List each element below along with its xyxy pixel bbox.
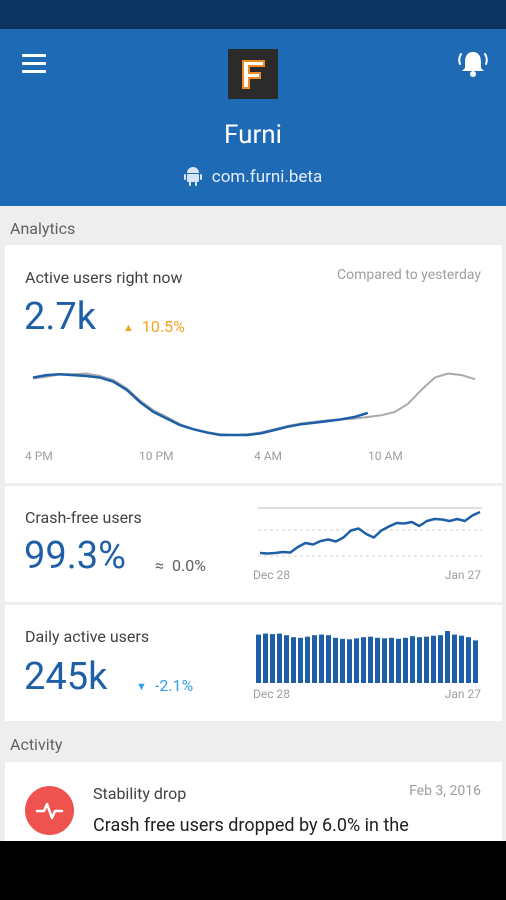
active-users-chart	[32, 372, 476, 437]
daily-active-start-label: Dec 28	[253, 687, 290, 701]
dau-bar	[438, 635, 443, 683]
dau-bar	[396, 638, 401, 683]
daily-active-value: 245k	[24, 655, 108, 699]
dau-bar	[424, 636, 429, 683]
dau-bar	[305, 636, 310, 683]
activity-title: Stability drop	[93, 784, 187, 803]
approx-icon: ≈	[155, 556, 165, 575]
active-users-change: ▲ 10.5%	[123, 317, 185, 336]
dau-bar	[284, 635, 289, 683]
heartbeat-icon	[35, 802, 64, 820]
dau-bar	[340, 638, 345, 683]
dau-bar	[466, 637, 471, 683]
dau-bar	[333, 637, 338, 683]
dau-bar	[256, 634, 261, 683]
active-users-change-text: 10.5%	[141, 317, 185, 336]
dau-bar	[459, 635, 464, 683]
dau-bar	[382, 638, 387, 683]
daily-active-change: ▼ -2.1%	[136, 676, 193, 695]
dau-bar	[312, 635, 317, 683]
daily-active-card[interactable]: Daily active users 245k ▼ -2.1% Dec 28 Ja…	[5, 605, 502, 721]
crash-free-value: 99.3%	[24, 534, 126, 578]
crash-free-sparkline	[258, 507, 482, 557]
dau-bar	[389, 637, 394, 683]
dau-bar	[410, 636, 415, 683]
trend-down-icon: ▼	[136, 680, 147, 693]
dau-bar	[431, 635, 436, 683]
active-users-title: Active users right now	[25, 268, 183, 287]
daily-active-title: Daily active users	[25, 627, 150, 646]
trend-up-icon: ▲	[123, 321, 134, 334]
android-icon	[183, 167, 202, 186]
dau-bar	[361, 637, 366, 683]
active-users-card[interactable]: Active users right now Compared to yeste…	[5, 245, 502, 483]
package-name: com.furni.beta	[0, 166, 506, 187]
menu-icon[interactable]	[22, 54, 48, 74]
dau-bar	[417, 637, 422, 683]
daily-active-change-text: -2.1%	[154, 676, 194, 695]
dau-bar	[298, 637, 303, 683]
dau-bar	[270, 634, 275, 683]
crash-free-change-text: 0.0%	[172, 556, 206, 575]
x-tick-label: 4 PM	[25, 449, 53, 463]
app-logo	[228, 49, 278, 99]
crash-free-line	[259, 510, 481, 555]
crash-free-card[interactable]: Crash-free users 99.3% ≈0.0% Dec 28 Jan …	[5, 486, 502, 602]
app-screen: Furni com.furni.beta Analytics Active us…	[0, 0, 506, 841]
activity-badge	[25, 786, 74, 835]
crash-free-start-label: Dec 28	[253, 568, 290, 582]
dau-bar	[403, 637, 408, 683]
active-users-value: 2.7k	[24, 295, 96, 339]
dau-bar	[368, 636, 373, 683]
dau-bar	[291, 637, 296, 683]
dau-bar	[452, 634, 457, 683]
package-label: com.furni.beta	[211, 167, 323, 187]
x-tick-label: 10 AM	[368, 449, 403, 463]
dau-bar	[473, 640, 478, 683]
activity-item[interactable]: Stability drop Feb 3, 2016 Crash free us…	[5, 762, 502, 841]
analytics-section-label: Analytics	[10, 219, 76, 238]
x-tick-label: 4 AM	[254, 449, 283, 463]
compare-label: Compared to yesterday	[337, 267, 481, 283]
dau-bar	[277, 633, 282, 683]
app-header: Furni com.furni.beta	[0, 29, 506, 206]
dau-bar	[326, 635, 331, 683]
dau-bar	[375, 637, 380, 683]
dau-bar	[263, 633, 268, 683]
activity-date: Feb 3, 2016	[409, 783, 481, 799]
status-bar	[0, 0, 506, 29]
app-title: Furni	[224, 120, 282, 150]
series-line-today	[32, 373, 369, 437]
crash-free-change: ≈0.0%	[155, 556, 206, 575]
daily-active-bar-chart	[256, 631, 478, 683]
dau-bar	[319, 634, 324, 683]
dau-bar	[354, 638, 359, 683]
crash-free-end-label: Jan 27	[444, 568, 481, 582]
dau-bar	[347, 639, 352, 683]
series-line-yesterday	[32, 372, 476, 436]
dau-bar	[445, 631, 450, 683]
bell-icon[interactable]	[456, 47, 490, 81]
activity-section-label: Activity	[10, 735, 63, 754]
x-tick-label: 10 PM	[139, 449, 174, 463]
activity-body: Crash free users dropped by 6.0% in the	[93, 815, 409, 836]
crash-free-title: Crash-free users	[25, 508, 142, 527]
daily-active-end-label: Jan 27	[444, 687, 481, 701]
